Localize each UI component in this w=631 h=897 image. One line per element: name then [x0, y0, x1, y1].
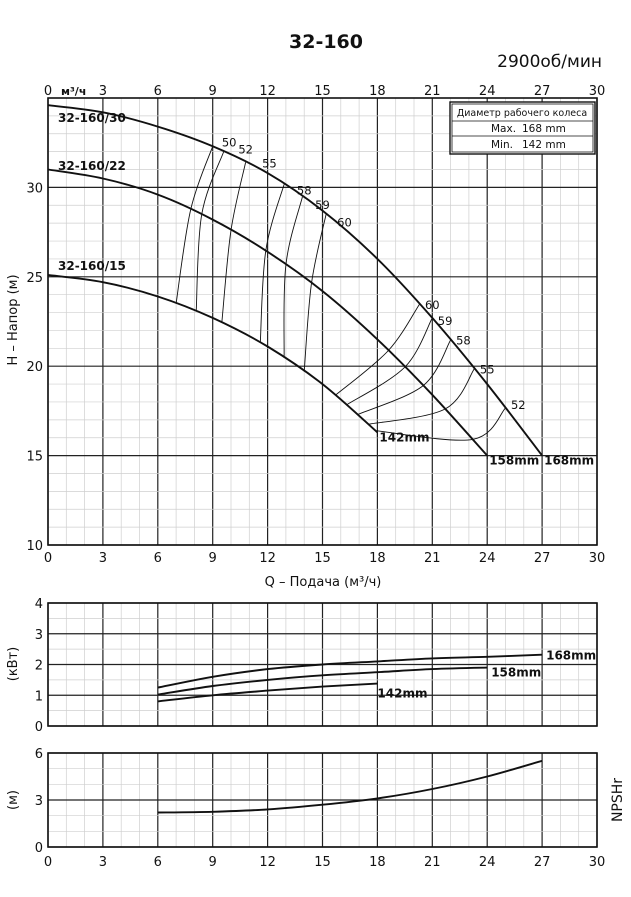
power-y-axis-label: (кВт) — [6, 647, 21, 682]
npsh-x-tick: 24 — [479, 855, 496, 870]
efficiency-iso-line — [368, 368, 475, 425]
efficiency-label: 58 — [297, 184, 312, 198]
head-curve-label: 32-160/15 — [58, 259, 126, 273]
head-x-tick-top: 0 — [44, 84, 52, 99]
power-y-tick: 3 — [35, 628, 43, 643]
impeller-min-value: 142 mm — [522, 139, 566, 151]
npsh-y-tick: 3 — [35, 794, 43, 809]
plot-frame — [47, 602, 598, 727]
head-x-tick-top: 18 — [369, 84, 386, 99]
impeller-legend-box: Диаметр рабочего колеса Max. 168 mm Min.… — [449, 101, 596, 155]
head-y-tick: 20 — [26, 360, 43, 375]
impeller-max-label: Max. — [491, 123, 516, 135]
speed-label: 2900об/мин — [497, 52, 602, 72]
efficiency-label: 59 — [438, 314, 453, 328]
head-x-tick-top: 24 — [479, 84, 496, 99]
power-y-tick: 2 — [35, 659, 43, 674]
head-curve-end-label: 168mm — [544, 454, 594, 468]
efficiency-iso-line — [357, 339, 451, 416]
head-curve-label: 32-160/30 — [58, 111, 126, 125]
head-x-tick-bottom: 27 — [534, 551, 551, 566]
power-y-tick: 0 — [35, 720, 43, 735]
npsh-x-tick: 6 — [154, 855, 162, 870]
impeller-box-header: Диаметр рабочего колеса — [457, 108, 587, 119]
power-y-tick: 1 — [35, 689, 43, 704]
head-x-tick-bottom: 12 — [259, 551, 276, 566]
efficiency-label: 52 — [511, 398, 526, 412]
head-y-tick: 15 — [26, 450, 43, 465]
head-x-tick-bottom: 21 — [424, 551, 441, 566]
head-y-axis-label: H – Напор (м) — [6, 274, 21, 365]
npsh-curve — [157, 759, 543, 814]
head-x-tick-bottom: 18 — [369, 551, 386, 566]
plot-frame — [47, 97, 598, 546]
plot-frame — [47, 752, 598, 848]
npsh-x-tick: 0 — [44, 855, 52, 870]
head-x-tick-bottom: 30 — [589, 551, 606, 566]
head-x-tick-top: 15 — [314, 84, 331, 99]
efficiency-iso-line — [221, 162, 247, 323]
head-curve — [47, 274, 379, 434]
head-x-tick-top: 27 — [534, 84, 551, 99]
efficiency-label: 60 — [425, 298, 440, 312]
head-x-tick-bottom: 0 — [44, 551, 52, 566]
head-curve-end-label: 158mm — [489, 454, 539, 468]
npsh-y-tick: 6 — [35, 747, 43, 762]
head-x-tick-top: 30 — [589, 84, 606, 99]
efficiency-label: 55 — [262, 157, 277, 171]
head-x-tick-top: 12 — [259, 84, 276, 99]
head-x-tick-top: 6 — [154, 84, 162, 99]
impeller-min-label: Min. — [491, 139, 513, 151]
npsh-x-tick: 30 — [589, 855, 606, 870]
power-curve-label: 158mm — [491, 666, 541, 680]
impeller-max-value: 168 mm — [522, 123, 566, 135]
npsh-x-tick: 15 — [314, 855, 331, 870]
efficiency-label: 59 — [315, 198, 330, 212]
head-x-tick-top: 9 — [209, 84, 217, 99]
efficiency-label: 52 — [238, 142, 253, 156]
head-x-tick-bottom: 15 — [314, 551, 331, 566]
head-unit-label: м³/ч — [61, 85, 86, 98]
head-x-tick-top: 3 — [99, 84, 107, 99]
npsh-x-tick: 21 — [424, 855, 441, 870]
head-x-tick-bottom: 3 — [99, 551, 107, 566]
power-curve-label: 142mm — [377, 687, 427, 701]
head-curve — [47, 168, 488, 457]
efficiency-label: 60 — [337, 216, 352, 230]
efficiency-label: 58 — [456, 334, 471, 348]
npsh-x-tick: 18 — [369, 855, 386, 870]
npsh-side-label: NPSHr — [610, 778, 626, 822]
npsh-x-tick: 3 — [99, 855, 107, 870]
head-curve — [47, 104, 543, 457]
npsh-y-axis-label: (м) — [6, 790, 21, 810]
head-x-tick-bottom: 24 — [479, 551, 496, 566]
chart-title: 32-160 — [289, 31, 363, 53]
head-y-tick: 25 — [26, 271, 43, 286]
head-x-tick-bottom: 9 — [209, 551, 217, 566]
power-panel: 0 1 2 3 4 (кВт) 168mm 158mm 142mm — [6, 597, 598, 735]
npsh-panel: 0 3 6 0 3 6 9 12 15 18 21 24 27 30 (м) NPSHr — [6, 747, 626, 870]
head-y-tick: 30 — [26, 181, 43, 196]
head-x-tick-top: 21 — [424, 84, 441, 99]
power-y-tick: 4 — [35, 597, 43, 612]
npsh-x-tick: 9 — [209, 855, 217, 870]
head-panel: 0 3 6 9 12 15 18 21 24 27 30 3 6 9 12 15 18 21 24 27 30 0 м³/ч… — [6, 84, 605, 590]
power-curve — [157, 666, 488, 696]
head-curve-end-label: 142mm — [379, 430, 429, 444]
power-curve — [157, 682, 378, 703]
efficiency-iso-line — [195, 151, 225, 312]
efficiency-label: 50 — [222, 135, 237, 149]
head-curve-label: 32-160/22 — [58, 159, 126, 173]
npsh-y-tick: 0 — [35, 841, 43, 856]
power-curve — [157, 653, 543, 689]
efficiency-label: 55 — [480, 362, 495, 376]
npsh-x-tick: 12 — [259, 855, 276, 870]
npsh-x-tick: 27 — [534, 855, 551, 870]
head-x-tick-bottom: 6 — [154, 551, 162, 566]
head-y-tick: 10 — [26, 539, 43, 554]
head-x-axis-label: Q – Подача (м³/ч) — [265, 575, 382, 590]
power-curve-label: 168mm — [546, 649, 596, 663]
efficiency-iso-line — [259, 184, 285, 343]
